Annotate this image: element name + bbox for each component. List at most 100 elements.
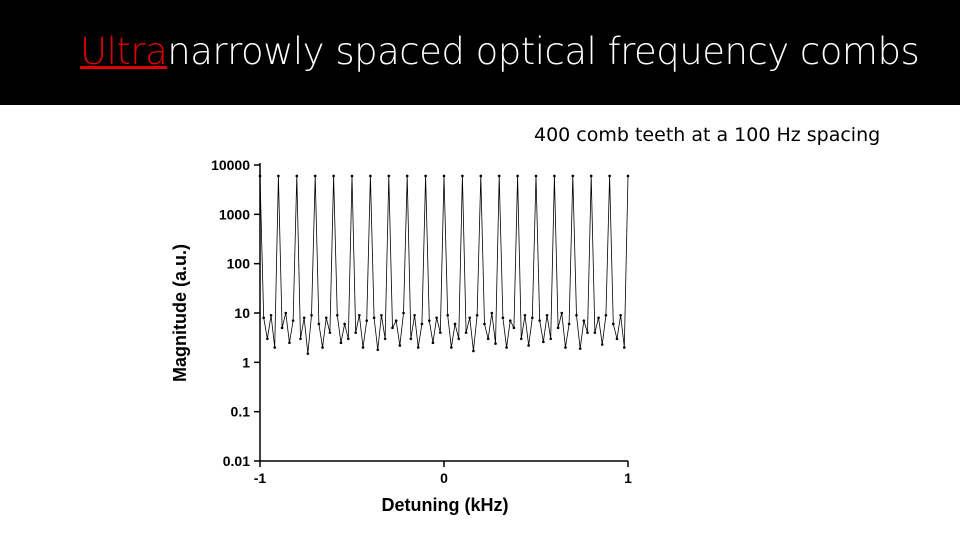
data-point bbox=[431, 341, 435, 345]
data-point bbox=[556, 326, 560, 330]
data-point bbox=[497, 174, 501, 178]
y-axis-label: Magnitude (a.u.) bbox=[170, 244, 190, 382]
data-point bbox=[262, 316, 265, 320]
data-point bbox=[600, 343, 604, 346]
data-point bbox=[560, 311, 564, 315]
data-point bbox=[512, 326, 516, 330]
data-point bbox=[380, 313, 383, 317]
data-point bbox=[277, 174, 280, 178]
data-point bbox=[461, 174, 464, 178]
data-point bbox=[457, 337, 461, 341]
x-tick-label: -1 bbox=[254, 470, 267, 486]
data-point bbox=[405, 174, 409, 178]
data-point bbox=[545, 313, 549, 317]
data-point bbox=[516, 174, 519, 178]
data-point bbox=[416, 346, 420, 349]
data-point bbox=[398, 344, 402, 347]
data-point bbox=[626, 174, 630, 178]
annotation: 400 comb teeth at a 100 Hz spacing bbox=[534, 124, 881, 146]
data-point bbox=[523, 313, 527, 317]
data-point bbox=[623, 346, 626, 349]
data-point bbox=[483, 322, 486, 326]
data-point bbox=[442, 174, 446, 178]
data-point bbox=[302, 316, 306, 320]
data-point bbox=[387, 174, 391, 178]
data-point bbox=[280, 326, 284, 330]
data-point bbox=[575, 313, 578, 317]
data-point bbox=[258, 174, 262, 178]
data-point bbox=[450, 346, 453, 349]
data-point bbox=[582, 319, 586, 322]
data-point bbox=[549, 337, 553, 341]
data-point bbox=[350, 174, 354, 178]
data-point bbox=[273, 346, 277, 349]
data-line bbox=[259, 175, 629, 354]
data-point bbox=[597, 316, 600, 320]
data-point bbox=[567, 322, 571, 326]
data-point bbox=[505, 346, 508, 349]
data-point bbox=[402, 311, 405, 315]
data-point bbox=[542, 340, 545, 344]
data-point bbox=[486, 337, 490, 341]
data-point bbox=[324, 316, 328, 320]
y-tick-label: 10 bbox=[234, 305, 250, 321]
data-point bbox=[266, 337, 269, 341]
data-point bbox=[424, 174, 427, 178]
y-tick-label: 0.1 bbox=[231, 404, 251, 420]
data-point bbox=[508, 319, 512, 322]
data-point bbox=[534, 174, 538, 178]
data-point bbox=[358, 313, 361, 317]
data-point bbox=[604, 313, 608, 317]
data-point bbox=[391, 326, 394, 330]
data-point bbox=[420, 322, 424, 326]
data-point bbox=[490, 311, 494, 315]
data-point bbox=[332, 174, 335, 178]
data-point bbox=[464, 331, 468, 334]
y-tick-label: 1 bbox=[242, 354, 250, 370]
data-point bbox=[383, 337, 387, 341]
data-point bbox=[365, 319, 369, 322]
data-point bbox=[479, 174, 483, 178]
x-axis-label: Detuning (kHz) bbox=[382, 495, 509, 515]
data-point bbox=[593, 331, 597, 334]
data-point bbox=[354, 331, 357, 334]
data-point bbox=[439, 331, 442, 334]
data-point bbox=[578, 347, 582, 350]
data-point bbox=[284, 311, 288, 315]
data-point bbox=[295, 174, 299, 178]
data-point bbox=[376, 348, 380, 352]
data-point bbox=[468, 316, 472, 320]
data-point bbox=[335, 313, 339, 317]
data-point bbox=[501, 316, 505, 320]
data-point bbox=[372, 316, 376, 320]
y-tick-label: 1000 bbox=[219, 206, 250, 222]
data-point bbox=[299, 337, 302, 341]
header-band bbox=[0, 0, 960, 105]
data-point bbox=[291, 319, 295, 322]
title-highlight: Ultra bbox=[80, 30, 168, 73]
data-point bbox=[619, 313, 622, 317]
data-point bbox=[347, 337, 350, 341]
data-point bbox=[427, 319, 431, 322]
data-point bbox=[339, 341, 343, 345]
data-point bbox=[288, 341, 291, 345]
data-point bbox=[328, 331, 332, 334]
data-point bbox=[409, 337, 413, 341]
slide-title: Ultranarrowly spaced optical frequency c… bbox=[80, 30, 920, 73]
data-point bbox=[586, 331, 589, 334]
data-point bbox=[453, 322, 457, 326]
data-point bbox=[310, 313, 313, 317]
data-point bbox=[589, 174, 593, 178]
data-point bbox=[313, 174, 317, 178]
data-point bbox=[538, 319, 541, 322]
data-point bbox=[269, 313, 273, 317]
data-point bbox=[394, 319, 398, 322]
data-point bbox=[321, 346, 324, 349]
data-point bbox=[317, 322, 321, 326]
data-point bbox=[571, 174, 575, 178]
data-point bbox=[553, 174, 556, 178]
data-point bbox=[446, 313, 449, 317]
data-point bbox=[611, 322, 615, 326]
